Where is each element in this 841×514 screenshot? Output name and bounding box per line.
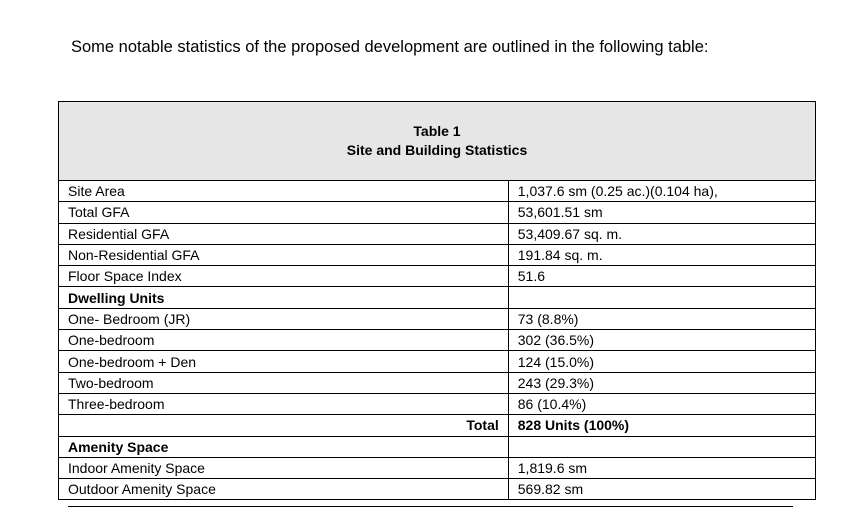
table-row: Non-Residential GFA 191.84 sq. m. [58,243,817,267]
row-label: Two-bedroom [58,371,509,394]
table-row: Site Area 1,037.6 sm (0.25 ac.)(0.104 ha… [58,179,817,203]
row-value: 51.6 [507,265,817,288]
row-label: Residential GFA [58,222,509,245]
row-label: Outdoor Amenity Space [58,478,509,501]
row-value: 302 (36.5%) [507,329,817,352]
dwelling-units-heading: Dwelling Units [58,286,509,309]
row-value: 86 (10.4%) [507,392,817,416]
row-label: One-bedroom [58,329,509,352]
row-value: 243 (29.3%) [507,371,817,394]
table-row: Indoor Amenity Space 1,819.6 sm [58,456,817,480]
empty-cell [507,286,817,309]
row-value: 1,819.6 sm [507,456,817,480]
amenity-space-heading: Amenity Space [58,435,509,458]
table-row: Residential GFA 53,409.67 sq. m. [58,222,817,245]
section-heading-row: Amenity Space [58,435,817,458]
empty-cell [507,435,817,458]
table-caption-row: Table 1 Site and Building Statistics [58,101,816,181]
row-value: 53,601.51 sm [507,201,817,224]
intro-paragraph: Some notable statistics of the proposed … [71,38,709,56]
section-heading-row: Dwelling Units [58,286,817,309]
row-label: Three-bedroom [58,392,509,416]
table-caption: Table 1 Site and Building Statistics [58,101,816,181]
total-value: 828 Units (100%) [507,414,817,437]
site-building-statistics-table: Table 1 Site and Building Statistics Sit… [58,101,817,501]
row-label: Non-Residential GFA [58,243,509,267]
table-row: Total GFA 53,601.51 sm [58,201,817,224]
row-value: 124 (15.0%) [507,350,817,373]
row-label: Site Area [58,179,509,203]
row-value: 1,037.6 sm (0.25 ac.)(0.104 ha), [507,179,817,203]
row-value: 191.84 sq. m. [507,243,817,267]
table-row: One-bedroom + Den 124 (15.0%) [58,350,817,373]
row-value: 569.82 sm [507,478,817,501]
row-value: 53,409.67 sq. m. [507,222,817,245]
row-value: 73 (8.8%) [507,307,817,331]
table-row: Two-bedroom 243 (29.3%) [58,371,817,394]
total-row: Total 828 Units (100%) [58,414,817,437]
table-row: One-bedroom 302 (36.5%) [58,329,817,352]
page-bottom-rule [68,506,793,507]
row-label: Indoor Amenity Space [58,456,509,480]
row-label: Total GFA [58,201,509,224]
total-label: Total [58,414,509,437]
table-row: Outdoor Amenity Space 569.82 sm [58,478,817,501]
table-number: Table 1 [413,123,461,139]
table-title: Site and Building Statistics [346,142,528,158]
row-label: Floor Space Index [58,265,509,288]
row-label: One-bedroom + Den [58,350,509,373]
table-row: Three-bedroom 86 (10.4%) [58,392,817,416]
row-label: One- Bedroom (JR) [58,307,509,331]
table-row: One- Bedroom (JR) 73 (8.8%) [58,307,817,331]
table-row: Floor Space Index 51.6 [58,265,817,288]
